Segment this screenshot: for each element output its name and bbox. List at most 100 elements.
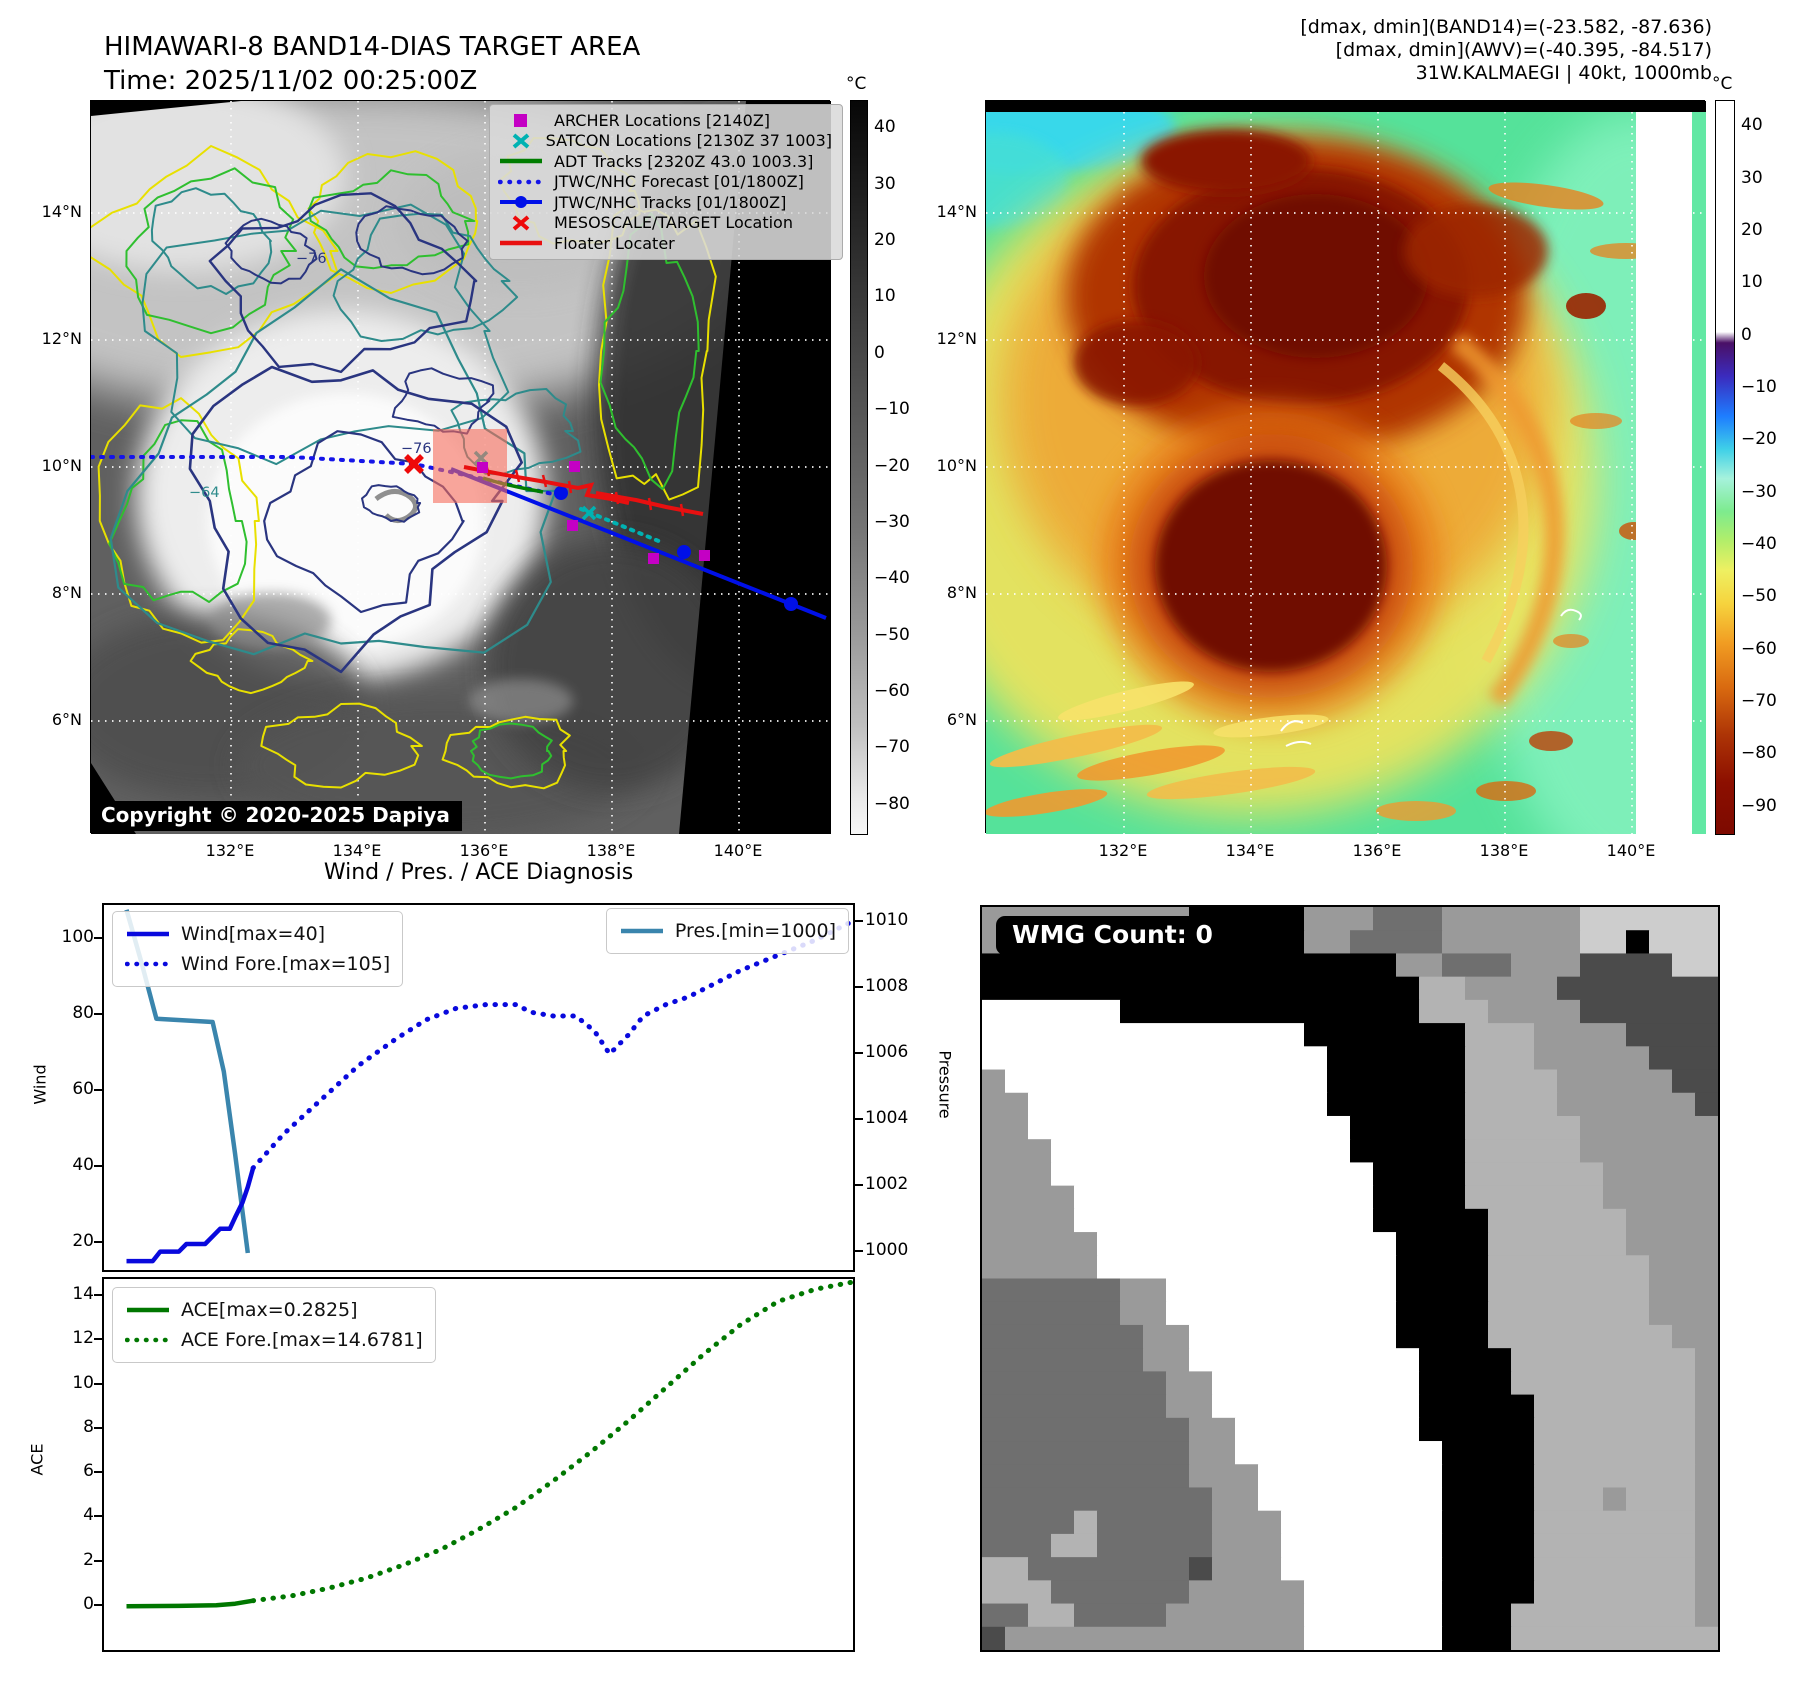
wmg-grid-cell bbox=[1672, 953, 1718, 978]
wmg-grid-cell bbox=[1189, 1441, 1236, 1465]
wmg-grid-cell bbox=[1235, 1441, 1443, 1465]
ace-tick-label: 4 bbox=[83, 1505, 94, 1526]
line-legend-marker-icon bbox=[500, 241, 542, 246]
wmg-grid-cell bbox=[1304, 930, 1351, 954]
lat-tick-label: 12°N bbox=[41, 329, 82, 348]
floater-target-box bbox=[433, 429, 507, 503]
wmg-grid-cell bbox=[1465, 1139, 1581, 1163]
wmg-grid-cell bbox=[1580, 930, 1627, 954]
lon-tick-label: 140°E bbox=[713, 841, 763, 860]
wmg-grid-cell bbox=[1442, 1464, 1535, 1488]
wmg-grid-cell bbox=[1695, 1533, 1718, 1558]
wmg-grid-cell bbox=[1672, 1069, 1718, 1094]
wmg-grid-cell bbox=[1373, 1208, 1489, 1233]
wmg-grid-cell bbox=[1442, 1626, 1512, 1650]
cold-cloud-shield bbox=[986, 129, 1596, 816]
storm-tracks bbox=[91, 429, 827, 620]
enhanced-ir-colorbar bbox=[1715, 100, 1735, 835]
contour-value-label: −76 bbox=[296, 251, 327, 267]
wmg-grid-cell bbox=[1097, 1510, 1213, 1535]
wmg-grid-cell bbox=[1603, 1185, 1718, 1210]
wmg-grid-cell bbox=[1442, 930, 1581, 954]
page-title-block: HIMAWARI-8 BAND14-DIAS TARGET AREA Time:… bbox=[104, 30, 640, 98]
wmg-grid-cell bbox=[1672, 1324, 1718, 1349]
wmg-grid-cell bbox=[982, 1232, 1098, 1256]
lat-tick-label: 6°N bbox=[946, 710, 977, 729]
wmg-grid-cell bbox=[1396, 1301, 1489, 1326]
colorbar-tick-label: −50 bbox=[874, 624, 910, 645]
ace-axis-label: ACE bbox=[27, 1443, 47, 1476]
lat-tick-label: 10°N bbox=[41, 456, 82, 475]
no-data-white-strip bbox=[1636, 112, 1692, 834]
wmg-grid-cell bbox=[982, 1417, 1190, 1442]
colorbar-tick-label: 0 bbox=[874, 342, 885, 363]
wmg-grid-cell bbox=[1166, 1301, 1397, 1326]
contour-line bbox=[308, 169, 476, 270]
wmg-grid-cell bbox=[1488, 1278, 1650, 1303]
storm-stats-block: [dmax, dmin](BAND14)=(-23.582, -87.636) … bbox=[1300, 16, 1712, 85]
contour-value-label: −64 bbox=[189, 485, 220, 501]
contour-value-label: −76 bbox=[401, 441, 432, 457]
wmg-grid-cell bbox=[1212, 1533, 1282, 1558]
colorbar-tick-label: 30 bbox=[1741, 167, 1763, 188]
wmg-grid-cell bbox=[1051, 1580, 1190, 1605]
ace-tick-label: 12 bbox=[72, 1328, 94, 1349]
wmg-grid-cell bbox=[982, 1510, 1075, 1535]
wmg-grid-cell bbox=[982, 1603, 1029, 1628]
wmg-grid-cell bbox=[982, 999, 1121, 1024]
edge-data-sliver bbox=[1692, 112, 1706, 834]
square-legend-marker-icon bbox=[514, 114, 527, 128]
wmg-grid-cell bbox=[1465, 1162, 1604, 1187]
legend-item-label: ACE Fore.[max=14.6781] bbox=[181, 1329, 423, 1351]
wmg-grid-cell bbox=[1695, 1510, 1718, 1535]
wmg-grid-cell bbox=[1258, 1487, 1443, 1512]
wmg-grid-cell bbox=[1189, 1324, 1397, 1349]
wmg-grid-cell bbox=[1028, 1115, 1351, 1140]
wmg-grid-cell bbox=[1028, 1092, 1328, 1117]
contour-line bbox=[125, 167, 297, 335]
wmg-grid-cell bbox=[982, 1580, 1052, 1605]
colorbar-tick-label: −20 bbox=[1741, 429, 1777, 450]
colorbar-unit-left: °C bbox=[846, 74, 867, 94]
wmg-grid-cell bbox=[1557, 1092, 1696, 1117]
wmg-grid-cell bbox=[1442, 1510, 1535, 1535]
satcon-track bbox=[579, 507, 663, 544]
wmg-grid-cell bbox=[1442, 1533, 1535, 1558]
legend-item-label: Floater Locater bbox=[554, 233, 675, 253]
wmg-grid-cell bbox=[1488, 1301, 1650, 1326]
ace-tick-label: 14 bbox=[72, 1283, 94, 1304]
contour-value-labels: −76 −76 −64 bbox=[189, 251, 432, 501]
contour-line bbox=[260, 702, 423, 789]
wmg-grid-cell bbox=[982, 1394, 1167, 1419]
spiral-rainbands bbox=[986, 182, 1662, 821]
dmax-dmin-awv: [dmax, dmin](AWV)=(-40.395, -84.517) bbox=[1335, 39, 1712, 61]
colorbar-tick-label: −70 bbox=[1741, 691, 1777, 712]
ace-plot bbox=[126, 1279, 856, 1609]
lat-tick-label: 10°N bbox=[936, 456, 977, 475]
wmg-grid-cell bbox=[1373, 907, 1443, 931]
colorbar-tick-label: 20 bbox=[1741, 219, 1763, 240]
wmg-grid-cell bbox=[1419, 1371, 1512, 1396]
wmg-grid-cell bbox=[982, 1626, 1006, 1650]
ace-tick-label: 0 bbox=[83, 1594, 94, 1614]
archer-location-marker bbox=[648, 553, 659, 564]
tick-mark bbox=[855, 1184, 863, 1186]
legend-item: SATCON Locations [2130Z 37 1003] bbox=[498, 131, 832, 152]
wmg-grid-cell bbox=[982, 1441, 1190, 1465]
wmg-grid-cell bbox=[1327, 1046, 1466, 1071]
wmg-grid-cell bbox=[1327, 1092, 1466, 1117]
legend-item: Floater Locater bbox=[498, 233, 832, 254]
lon-tick-label: 132°E bbox=[1098, 841, 1148, 860]
latlon-gridlines bbox=[986, 112, 1706, 834]
wmg-grid-cell bbox=[1488, 1232, 1627, 1256]
wmg-grid-cell bbox=[982, 1046, 1328, 1071]
wmg-grid-cell bbox=[982, 953, 1397, 978]
wmg-grid-cell bbox=[982, 1557, 1029, 1581]
jtwc-forecast-track bbox=[91, 455, 555, 496]
wmg-grid-cell bbox=[982, 1348, 1144, 1372]
map-legend: ARCHER Locations [2140Z] SATCON Locations… bbox=[489, 104, 843, 260]
wmg-grid-cell bbox=[1281, 1510, 1443, 1535]
tick-mark bbox=[94, 1338, 102, 1341]
wmg-grid-cell bbox=[1074, 1510, 1098, 1535]
wmg-grid-cell bbox=[1465, 976, 1558, 1001]
